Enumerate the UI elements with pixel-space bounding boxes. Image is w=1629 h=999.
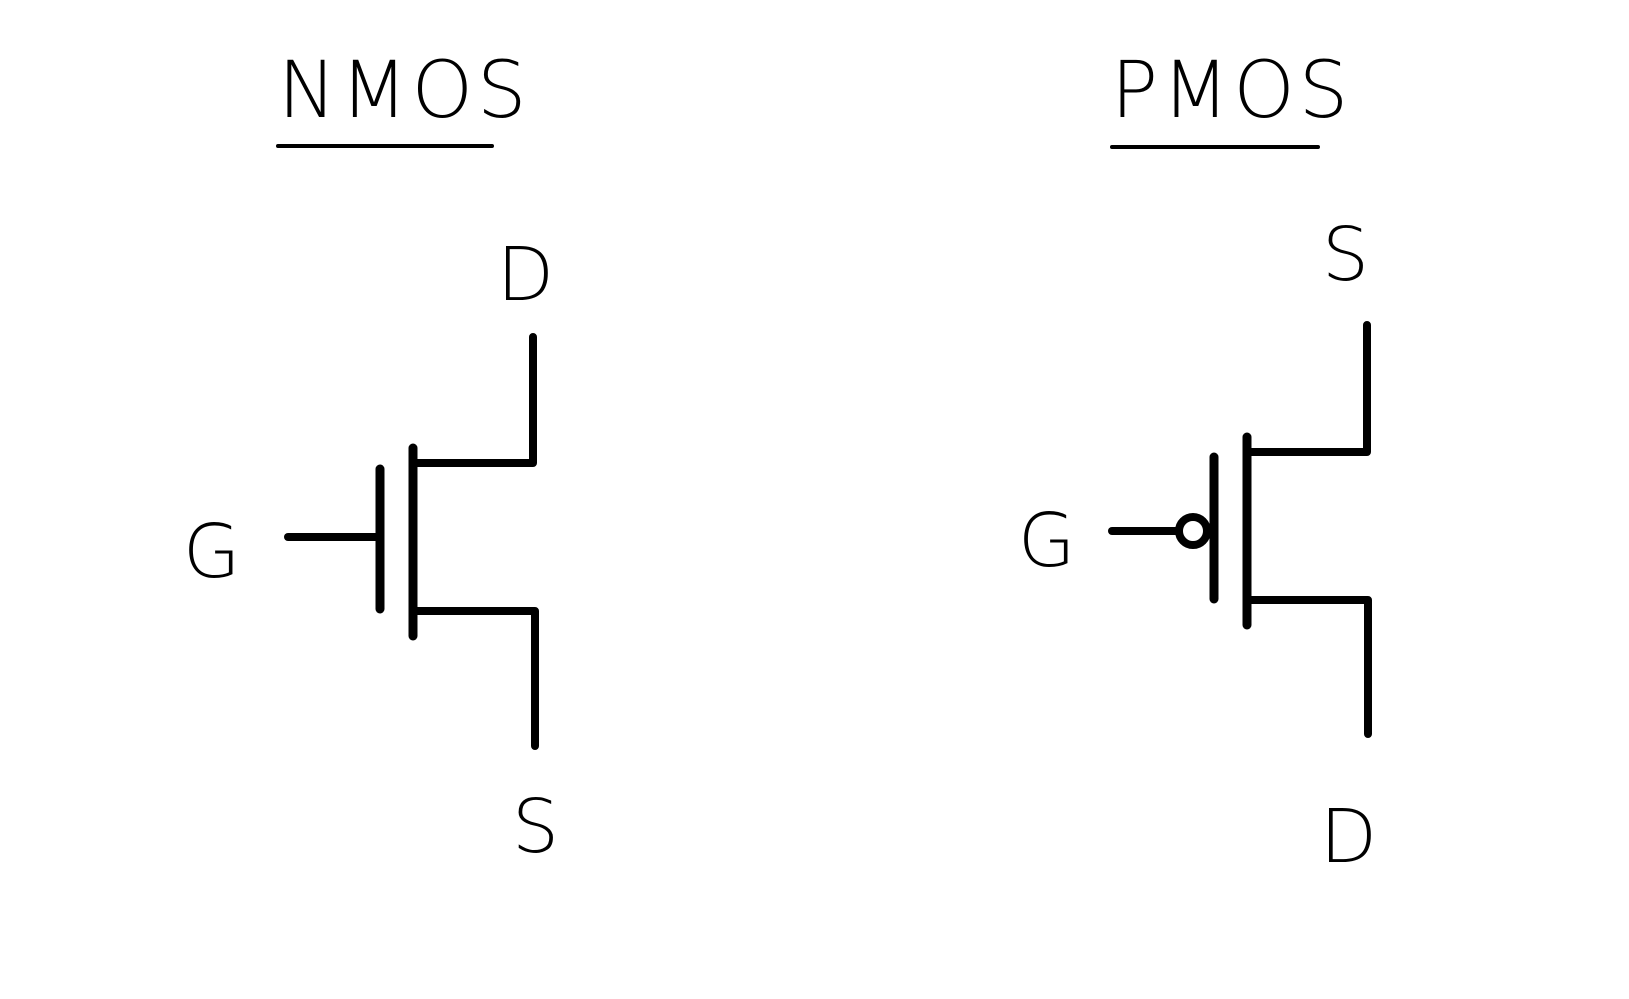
nmos-drain-wire [412,333,537,467]
pmos-drain-wire [1246,596,1372,738]
nmos-gate-label: G [183,509,240,595]
pmos-symbol: PMOS S G D [1018,46,1377,880]
pmos-source-label: S [1322,212,1369,298]
nmos-title: NMOS [278,46,531,136]
nmos-source-wire [412,607,539,750]
pmos-gate-label: G [1018,498,1075,584]
nmos-source-label: S [512,784,559,870]
nmos-drain-label: D [497,232,554,318]
pmos-title: PMOS [1111,46,1352,136]
pmos-source-wire [1246,321,1371,456]
nmos-symbol: NMOS D G S [183,46,559,870]
pmos-gate-bubble [1175,513,1211,549]
pmos-drain-label: D [1320,794,1377,880]
